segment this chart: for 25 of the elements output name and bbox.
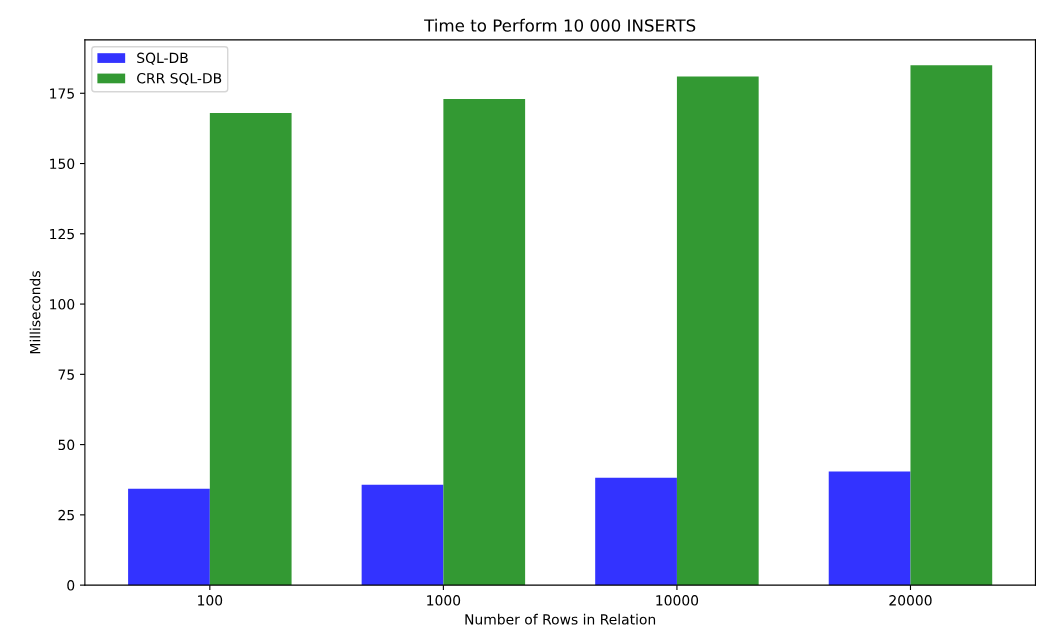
y-tick-label: 50 xyxy=(58,439,75,451)
y-tick-label: 25 xyxy=(58,509,74,521)
bar xyxy=(209,112,292,586)
y-tick-label: 100 xyxy=(50,299,75,310)
chart-title: Time to Perform 10 000 INSERTS xyxy=(424,18,696,32)
legend-label: CRR SQL-DB xyxy=(137,73,222,86)
bar xyxy=(676,76,759,586)
y-axis-title: Milliseconds xyxy=(29,271,41,354)
bar xyxy=(361,484,444,586)
bar xyxy=(910,65,993,586)
y-tick-label: 150 xyxy=(50,158,75,170)
x-tick-label: 10000 xyxy=(656,595,699,606)
y-tick-label: 75 xyxy=(58,369,74,380)
y-tick-label: 125 xyxy=(50,228,74,240)
y-tick-label: 0 xyxy=(67,580,75,591)
bar xyxy=(595,477,677,586)
bar xyxy=(443,98,526,586)
legend-label: SQL-DB xyxy=(137,52,188,65)
y-tick-label: 175 xyxy=(50,88,74,99)
x-tick-label: 100 xyxy=(198,595,223,606)
bar xyxy=(828,471,911,586)
x-tick-label: 1000 xyxy=(427,595,461,606)
bar xyxy=(128,488,210,586)
x-axis-title: Number of Rows in Relation xyxy=(465,613,656,625)
x-tick-label: 20000 xyxy=(889,595,932,606)
